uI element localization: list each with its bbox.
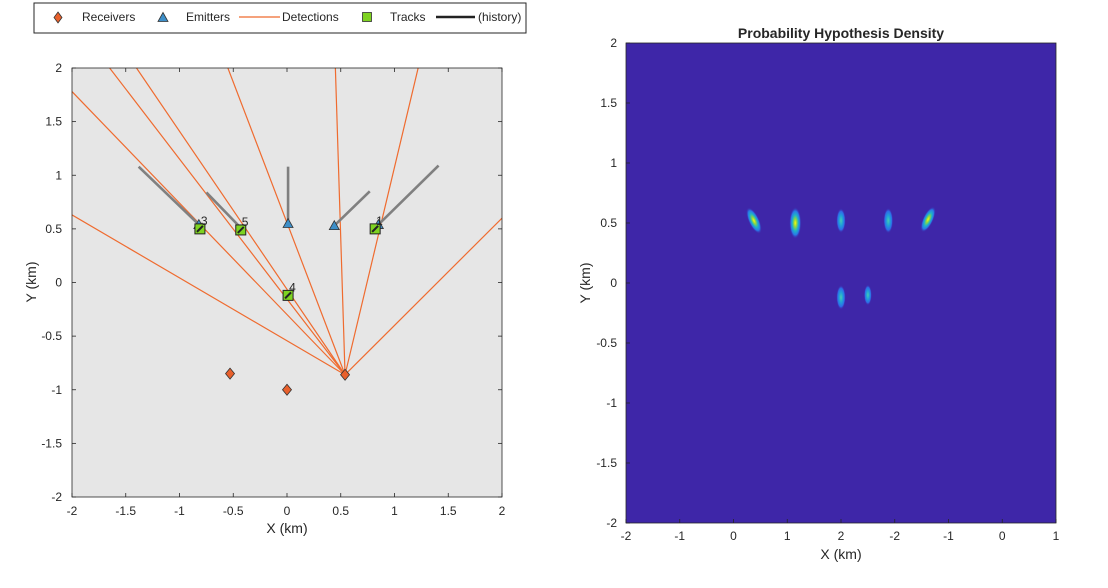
legend: Receivers Emitters Detections Tracks (hi…	[33, 2, 527, 34]
right-ytick-label-6: -1	[606, 396, 617, 410]
track-label-5: 5	[242, 215, 249, 229]
right-ytick-label-3: 0.5	[600, 216, 617, 230]
track-label-4: 4	[289, 280, 296, 294]
diamond-icon	[53, 11, 63, 24]
legend-label-history: (history)	[478, 10, 521, 24]
density-peak-0	[746, 207, 762, 234]
legend-item-tracks: Tracks	[362, 10, 426, 24]
right-ytick-label-8: -2	[606, 516, 617, 530]
legend-item-receivers: Receivers	[53, 10, 135, 24]
detection-line-0	[72, 214, 346, 376]
right-xlabel: X (km)	[820, 546, 861, 562]
right-ytick-label-2: 1	[610, 156, 617, 170]
detection-line-7	[344, 217, 502, 376]
detection-line-2	[109, 68, 346, 376]
right-xtick-label-4: 2	[838, 529, 845, 543]
right-ytick-label-1: 1.5	[600, 96, 617, 110]
right-xtick-label-5: -2	[889, 529, 900, 543]
density-peak-6	[863, 284, 872, 306]
right-plot: Probability Hypothesis Density -2 -1 0 1 2 -2…	[577, 25, 1060, 562]
right-ytick-label-7: -1.5	[596, 456, 617, 470]
density-peak-2	[836, 208, 846, 234]
left-xtick-label-5: 0.5	[332, 504, 349, 518]
density-peak-1	[789, 207, 802, 239]
receiver-marker-2	[340, 368, 351, 381]
left-xtick-label-2: -1	[174, 504, 185, 518]
density-title: Probability Hypothesis Density	[738, 25, 944, 41]
legend-label-emitters: Emitters	[186, 10, 230, 24]
right-xtick-label-6: -1	[943, 529, 954, 543]
density-peak-3	[883, 207, 894, 234]
right-xtick-label-8: 1	[1053, 529, 1060, 543]
left-plot-area	[72, 68, 502, 497]
legend-item-detections: Detections	[239, 10, 339, 24]
track-history-4	[284, 291, 292, 300]
track-label-1: 1	[376, 214, 383, 228]
legend-label-tracks: Tracks	[390, 10, 426, 24]
legend-label-receivers: Receivers	[82, 10, 135, 24]
right-ylabel: Y (km)	[577, 263, 593, 304]
left-xtick-label-1: -1.5	[115, 504, 136, 518]
receiver-marker-0	[225, 367, 236, 380]
emitter-marker-1	[282, 217, 294, 228]
left-xtick-label-3: -0.5	[223, 504, 244, 518]
detection-line-1	[72, 91, 346, 376]
density-peak-4	[920, 206, 936, 233]
left-xtick-label-6: 1	[391, 504, 398, 518]
density-plot-area	[626, 43, 1056, 523]
left-ytick-label-0: 2	[55, 61, 62, 75]
detection-line-3	[136, 68, 346, 376]
emitter-path-3	[333, 190, 371, 227]
left-ytick-label-5: -0.5	[41, 329, 62, 343]
right-xtick-label-1: -1	[674, 529, 685, 543]
receiver-marker-1	[281, 383, 293, 396]
left-ytick-label-8: -2	[51, 490, 62, 504]
left-xtick-label-8: 2	[499, 504, 506, 518]
left-ytick-label-1: 1.5	[45, 115, 62, 129]
track-history-3	[196, 225, 204, 233]
square-icon	[362, 12, 372, 22]
left-plot: 1 3 4 5 -2 -1.5 -1 -0.5 0 0.5 1 1.5 2 2 1.5 1 0.5 0 -0.5…	[23, 61, 506, 536]
left-ytick-label-2: 1	[55, 168, 62, 182]
left-ylabel: Y (km)	[23, 262, 39, 303]
emitter-marker-2	[328, 219, 340, 231]
right-xtick-label-3: 1	[784, 529, 791, 543]
density-peak-5	[836, 285, 846, 310]
emitter-path-1	[205, 191, 241, 228]
right-xtick-label-0: -2	[621, 529, 632, 543]
right-ytick-label-5: -0.5	[596, 336, 617, 350]
left-xtick-label-7: 1.5	[440, 504, 457, 518]
left-ytick-label-3: 0.5	[45, 222, 62, 236]
track-label-3: 3	[201, 214, 208, 228]
left-ytick-label-6: -1	[51, 383, 62, 397]
legend-item-history: (history)	[436, 10, 521, 24]
right-ytick-label-4: 0	[610, 276, 617, 290]
right-xtick-label-7: 0	[999, 529, 1006, 543]
emitter-path-4	[377, 164, 440, 226]
left-ytick-label-7: -1.5	[41, 436, 62, 450]
left-ytick-label-4: 0	[55, 276, 62, 290]
left-xlabel: X (km)	[266, 520, 307, 536]
track-history-5	[237, 226, 245, 234]
left-xtick-label-4: 0	[284, 504, 291, 518]
track-history-1	[371, 225, 379, 233]
legend-label-detections: Detections	[282, 10, 339, 24]
right-ytick-label-0: 2	[610, 36, 617, 50]
right-xtick-label-2: 0	[730, 529, 737, 543]
triangle-icon	[157, 11, 169, 22]
left-xtick-label-0: -2	[67, 504, 78, 518]
legend-item-emitters: Emitters	[157, 10, 230, 24]
emitter-path-0	[137, 165, 200, 226]
